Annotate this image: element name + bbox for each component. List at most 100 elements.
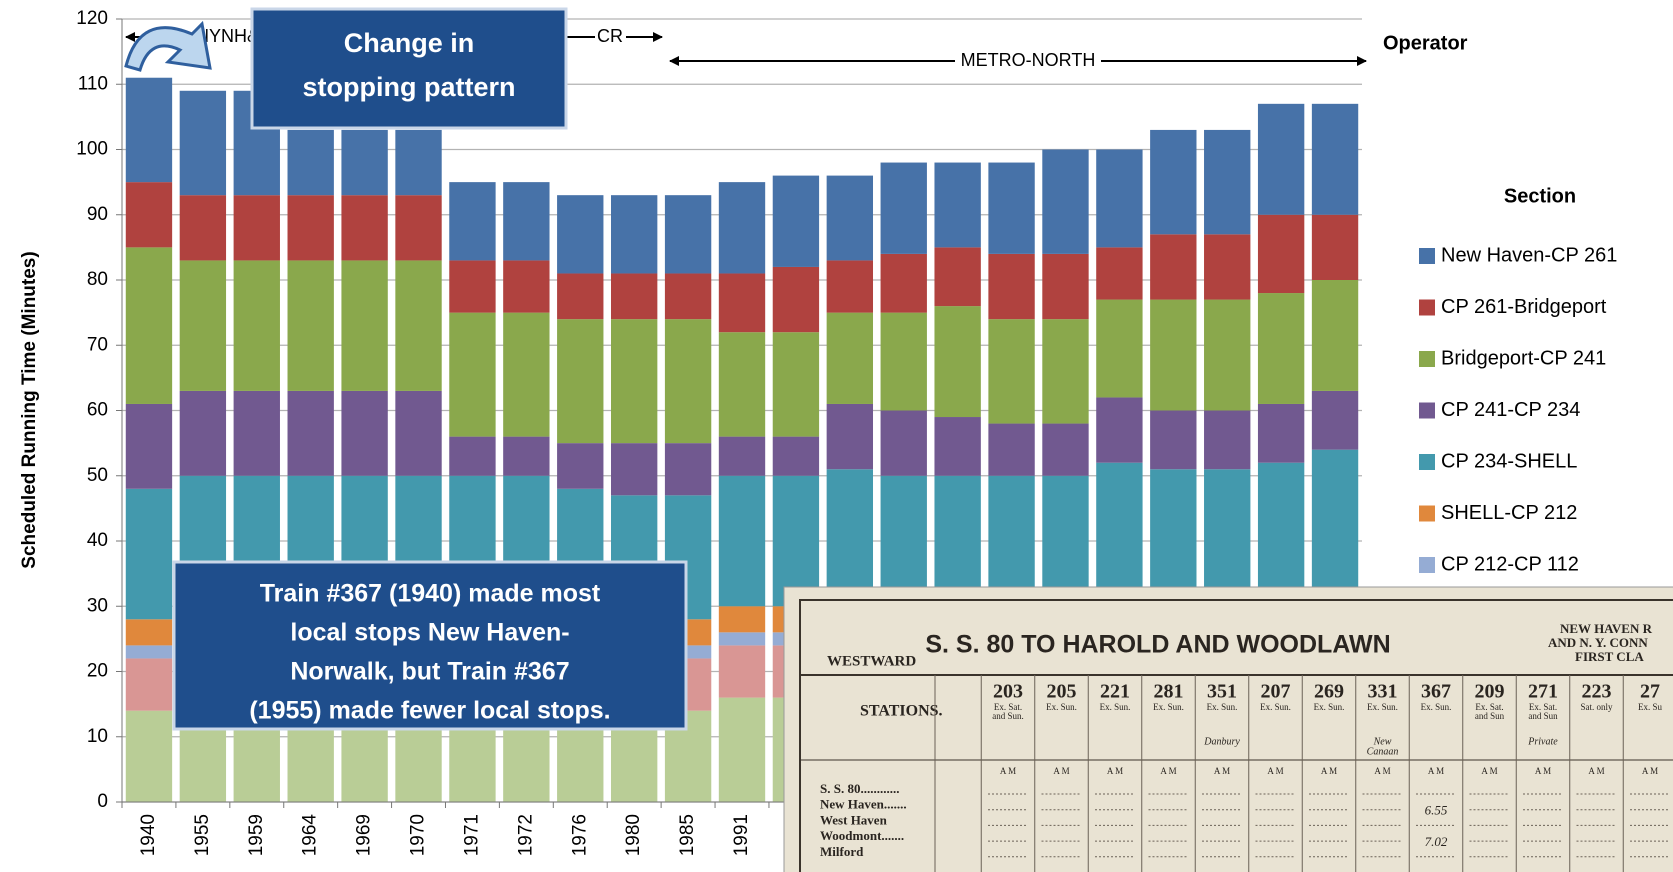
bar-segment [1150,129,1197,235]
period: A M [1107,766,1123,776]
bar-segment [1257,403,1305,463]
bar-segment [125,403,173,489]
annotation-text: Change in [344,28,475,58]
bar-segment [287,195,334,261]
bar-segment [1150,410,1197,470]
annotation-text: Norwalk, but Train #367 [290,658,569,686]
bar-segment [179,390,227,476]
x-tick-label: 1970 [408,814,429,856]
train-number: 27 [1640,681,1660,703]
timetable-title: S. S. 80 TO HAROLD AND WOODLAWN [925,631,1390,659]
y-tick-label: 10 [87,726,108,747]
bar-segment [179,195,227,261]
bar-segment [125,488,173,620]
train-number: 205 [1047,681,1077,703]
bar-segment [718,606,766,633]
period: A M [1160,766,1176,776]
station-name: S. S. 80............ [820,781,899,796]
x-tick-label: 1976 [569,814,590,856]
bar-segment [718,697,766,802]
train-via: Canaan [1367,746,1399,757]
legend-title: Section [1504,185,1576,207]
period: A M [1321,766,1337,776]
bar-segment [880,162,927,254]
bar-segment [125,710,173,802]
bar-segment [988,253,1035,320]
x-tick-label: 1985 [677,814,698,856]
timetable-image: WESTWARD S. S. 80 TO HAROLD AND WOODLAWN… [783,586,1673,872]
bar-segment [826,403,874,470]
train-days: Ex. Su [1638,702,1663,712]
x-tick-label: 1959 [246,814,267,856]
bar-segment [1311,280,1359,391]
bar-segment [233,195,280,261]
bar-segment [1042,423,1089,476]
bar-segment [503,260,550,313]
bar-segment [125,658,173,711]
bar-segment [1204,234,1251,300]
bar-segment [1257,462,1305,607]
legend-label: New Haven-CP 261 [1441,244,1617,266]
train-time: 7.02 [1425,834,1448,849]
bar-segment [341,260,388,391]
y-tick-label: 120 [76,8,108,29]
bar-segment [1042,475,1089,607]
bar-segment [1150,299,1197,411]
bar-segment [610,443,658,496]
operator-name: METRO-NORTH [961,50,1096,70]
period: A M [1214,766,1230,776]
bar-segment [718,436,766,476]
bar-segment [1096,149,1143,248]
y-tick-label: 50 [87,465,108,486]
bar-segment [557,273,604,320]
annotation-text: (1955) made fewer local stops. [249,697,610,725]
bar-segment [772,175,820,267]
period: A M [1428,766,1444,776]
bar-segment [557,319,604,444]
x-tick-label: 1971 [461,814,482,856]
y-tick-label: 80 [87,269,108,290]
legend-label: SHELL-CP 212 [1441,502,1577,524]
bar-segment [395,195,442,261]
station-name: New Haven....... [820,797,907,812]
x-tick-label: 1969 [354,814,375,856]
bar-segment [610,273,658,320]
train-number: 351 [1207,681,1237,703]
timetable-border [799,599,1673,872]
train-days: Ex. Sun. [1314,702,1345,712]
bar-segment [1204,299,1251,411]
bar-segment [287,260,334,391]
period: A M [1642,766,1658,776]
bar-segment [772,475,820,607]
train-number: 271 [1528,681,1558,703]
legend-swatch [1419,351,1435,367]
bar-segment [1096,462,1143,607]
legend-label: CP 212-CP 112 [1441,553,1579,575]
bar-segment [287,390,334,476]
bar-segment [934,162,981,248]
bar-segment [125,182,173,248]
bar-segment [341,390,388,476]
train-number: 207 [1261,681,1291,703]
train-via: New [1373,736,1392,747]
bar-segment [233,260,280,391]
bar-segment [826,469,874,607]
bar-segment [1204,469,1251,607]
y-tick-label: 20 [87,661,108,682]
train-days: Sat. only [1580,702,1613,712]
bar-segment [718,475,766,607]
bar-segment [934,417,981,476]
bar-segment [718,182,766,274]
bar-segment [1096,397,1143,463]
operator-label: Operator [1383,32,1468,54]
x-tick-label: 1991 [731,814,752,856]
annotation-box [172,560,688,731]
y-tick-label: 0 [97,791,108,812]
curved-arrow-icon [124,20,212,72]
bar-segment [988,475,1035,607]
legend-swatch [1419,557,1435,573]
legend-swatch [1419,402,1435,419]
bar-segment [1042,319,1089,424]
bar-segment [934,475,981,607]
